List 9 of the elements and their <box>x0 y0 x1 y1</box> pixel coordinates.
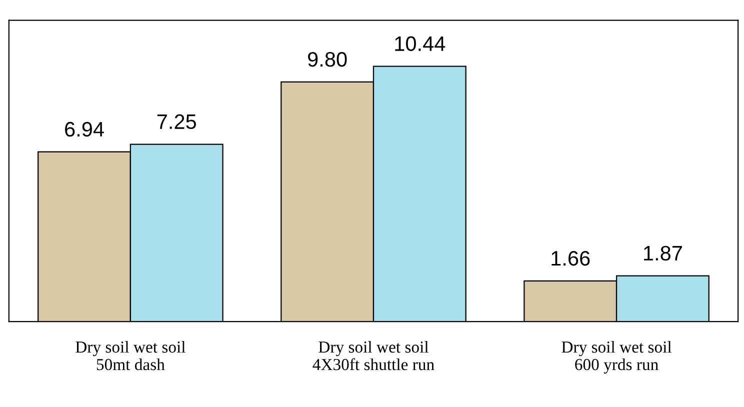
data-label: 6.94 <box>65 122 104 137</box>
x-tick-label: Dry soil wet soil 600 yrds run <box>562 340 672 374</box>
data-label: 1.87 <box>644 246 682 261</box>
x-tick-label: Dry soil wet soil 4X30ft shuttle run <box>312 340 434 370</box>
data-label: 7.25 <box>157 114 196 130</box>
data-label: 9.80 <box>308 52 347 67</box>
data-label: 10.44 <box>395 36 446 52</box>
x-tick-label: Dry soil wet soil 50mt dash <box>76 340 186 370</box>
data-label: 1.66 <box>552 250 590 266</box>
